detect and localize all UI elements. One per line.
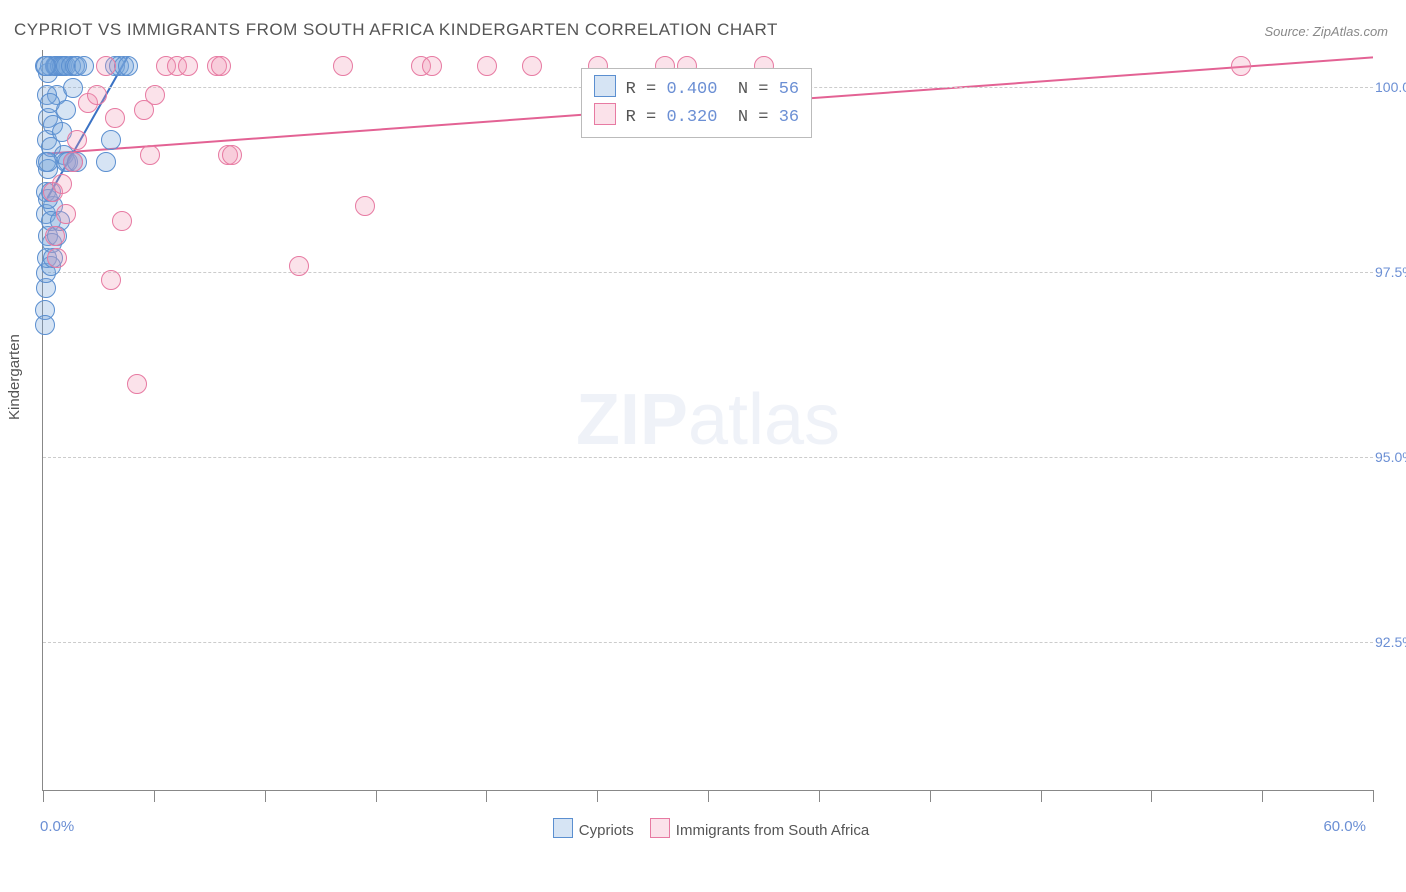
x-tick — [1373, 790, 1374, 802]
stats-legend: R = 0.400 N = 56R = 0.320 N = 36 — [581, 68, 812, 138]
data-point — [96, 152, 116, 172]
x-tick — [43, 790, 44, 802]
data-point — [134, 100, 154, 120]
gridline — [43, 457, 1373, 458]
source-attr: Source: ZipAtlas.com — [1264, 24, 1388, 39]
regression-lines — [43, 50, 1373, 790]
data-point — [35, 315, 55, 335]
x-tick — [708, 790, 709, 802]
data-point — [112, 211, 132, 231]
data-point — [355, 196, 375, 216]
plot-area: ZIPatlas 92.5%95.0%97.5%100.0% — [42, 50, 1373, 791]
y-tick-label: 97.5% — [1375, 264, 1406, 280]
data-point — [522, 56, 542, 76]
legend-stat-row: R = 0.320 N = 36 — [594, 103, 799, 131]
y-tick-label: 95.0% — [1375, 449, 1406, 465]
data-point — [118, 56, 138, 76]
y-axis-label: Kindergarten — [6, 334, 23, 420]
legend-swatch — [650, 818, 670, 838]
data-point — [333, 56, 353, 76]
data-point — [40, 93, 60, 113]
data-point — [87, 85, 107, 105]
data-point — [178, 56, 198, 76]
data-point — [52, 174, 72, 194]
data-point — [96, 56, 116, 76]
x-tick — [486, 790, 487, 802]
data-point — [140, 145, 160, 165]
data-point — [63, 78, 83, 98]
legend-swatch — [553, 818, 573, 838]
x-tick — [1262, 790, 1263, 802]
y-tick-label: 100.0% — [1375, 79, 1406, 95]
data-point — [105, 108, 125, 128]
x-tick — [265, 790, 266, 802]
data-point — [127, 374, 147, 394]
gridline — [43, 642, 1373, 643]
data-point — [67, 130, 87, 150]
series-legend: Cypriots Immigrants from South Africa — [0, 818, 1406, 839]
data-point — [211, 56, 231, 76]
data-point — [222, 145, 242, 165]
data-point — [47, 248, 67, 268]
legend-label: Cypriots — [579, 822, 634, 839]
data-point — [56, 204, 76, 224]
watermark: ZIPatlas — [576, 379, 840, 461]
data-point — [1231, 56, 1251, 76]
chart-title: CYPRIOT VS IMMIGRANTS FROM SOUTH AFRICA … — [14, 20, 778, 40]
data-point — [63, 152, 83, 172]
x-tick — [1041, 790, 1042, 802]
x-tick — [1151, 790, 1152, 802]
x-tick — [376, 790, 377, 802]
x-tick — [819, 790, 820, 802]
x-tick — [930, 790, 931, 802]
data-point — [422, 56, 442, 76]
data-point — [101, 270, 121, 290]
x-tick — [597, 790, 598, 802]
data-point — [36, 56, 56, 76]
data-point — [45, 226, 65, 246]
legend-label: Immigrants from South Africa — [676, 822, 869, 839]
gridline — [43, 272, 1373, 273]
data-point — [101, 130, 121, 150]
data-point — [477, 56, 497, 76]
data-point — [74, 56, 94, 76]
y-tick-label: 92.5% — [1375, 634, 1406, 650]
x-tick — [154, 790, 155, 802]
data-point — [289, 256, 309, 276]
legend-stat-row: R = 0.400 N = 56 — [594, 75, 799, 103]
